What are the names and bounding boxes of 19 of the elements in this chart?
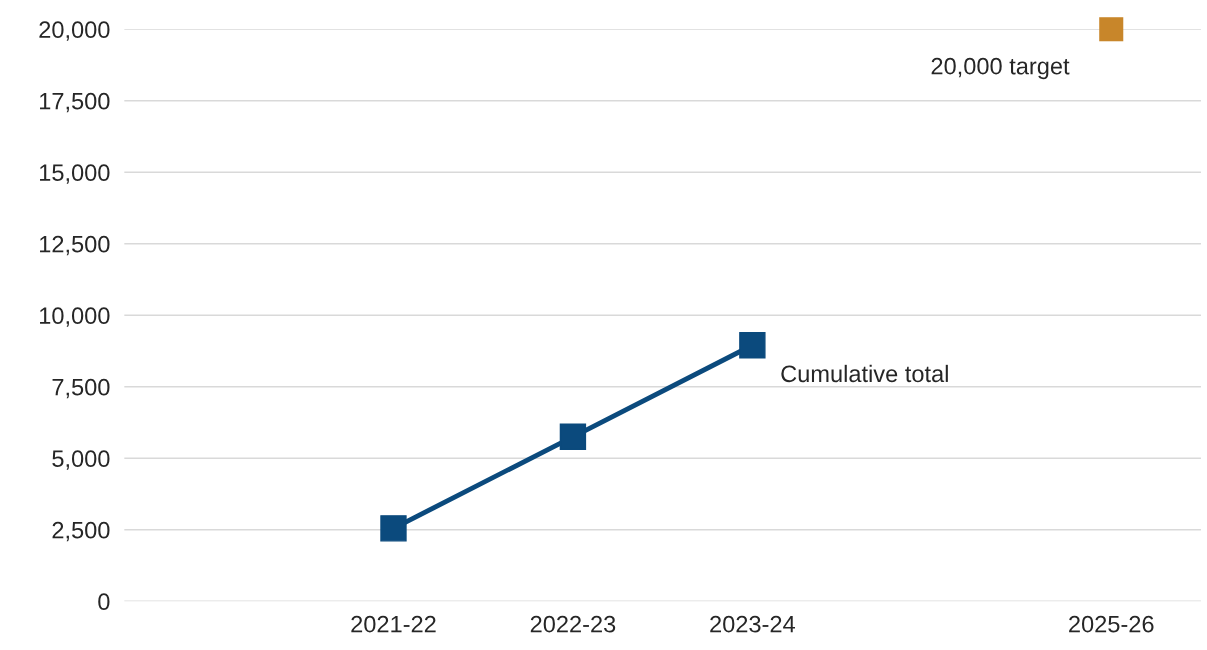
y-tick-label: 15,000 <box>40 164 110 184</box>
y-tick-label: 2,500 <box>52 521 110 542</box>
y-tick-label: 12,500 <box>40 235 110 256</box>
y-tick-label: 20,000 <box>39 21 110 41</box>
point <box>739 332 766 359</box>
x-tick-label: 2021-22 <box>351 615 436 633</box>
y-tick-label: 7,500 <box>52 378 110 399</box>
y-tick-label: 17,500 <box>40 92 110 113</box>
x-tick-label: 2022-23 <box>530 615 616 633</box>
point <box>559 423 587 450</box>
x-tick-label: 2023-24 <box>710 615 795 633</box>
series-label: Cumulative total <box>781 364 948 383</box>
y-tick-label: 0 <box>98 593 110 611</box>
point <box>380 515 407 542</box>
x-tick-label: 2025-26 <box>1069 615 1154 633</box>
y-tick-label: 5,000 <box>52 450 110 470</box>
point <box>1099 17 1124 42</box>
y-tick-label: 10,000 <box>40 307 110 327</box>
series-label: 20,000 target <box>931 57 1070 80</box>
